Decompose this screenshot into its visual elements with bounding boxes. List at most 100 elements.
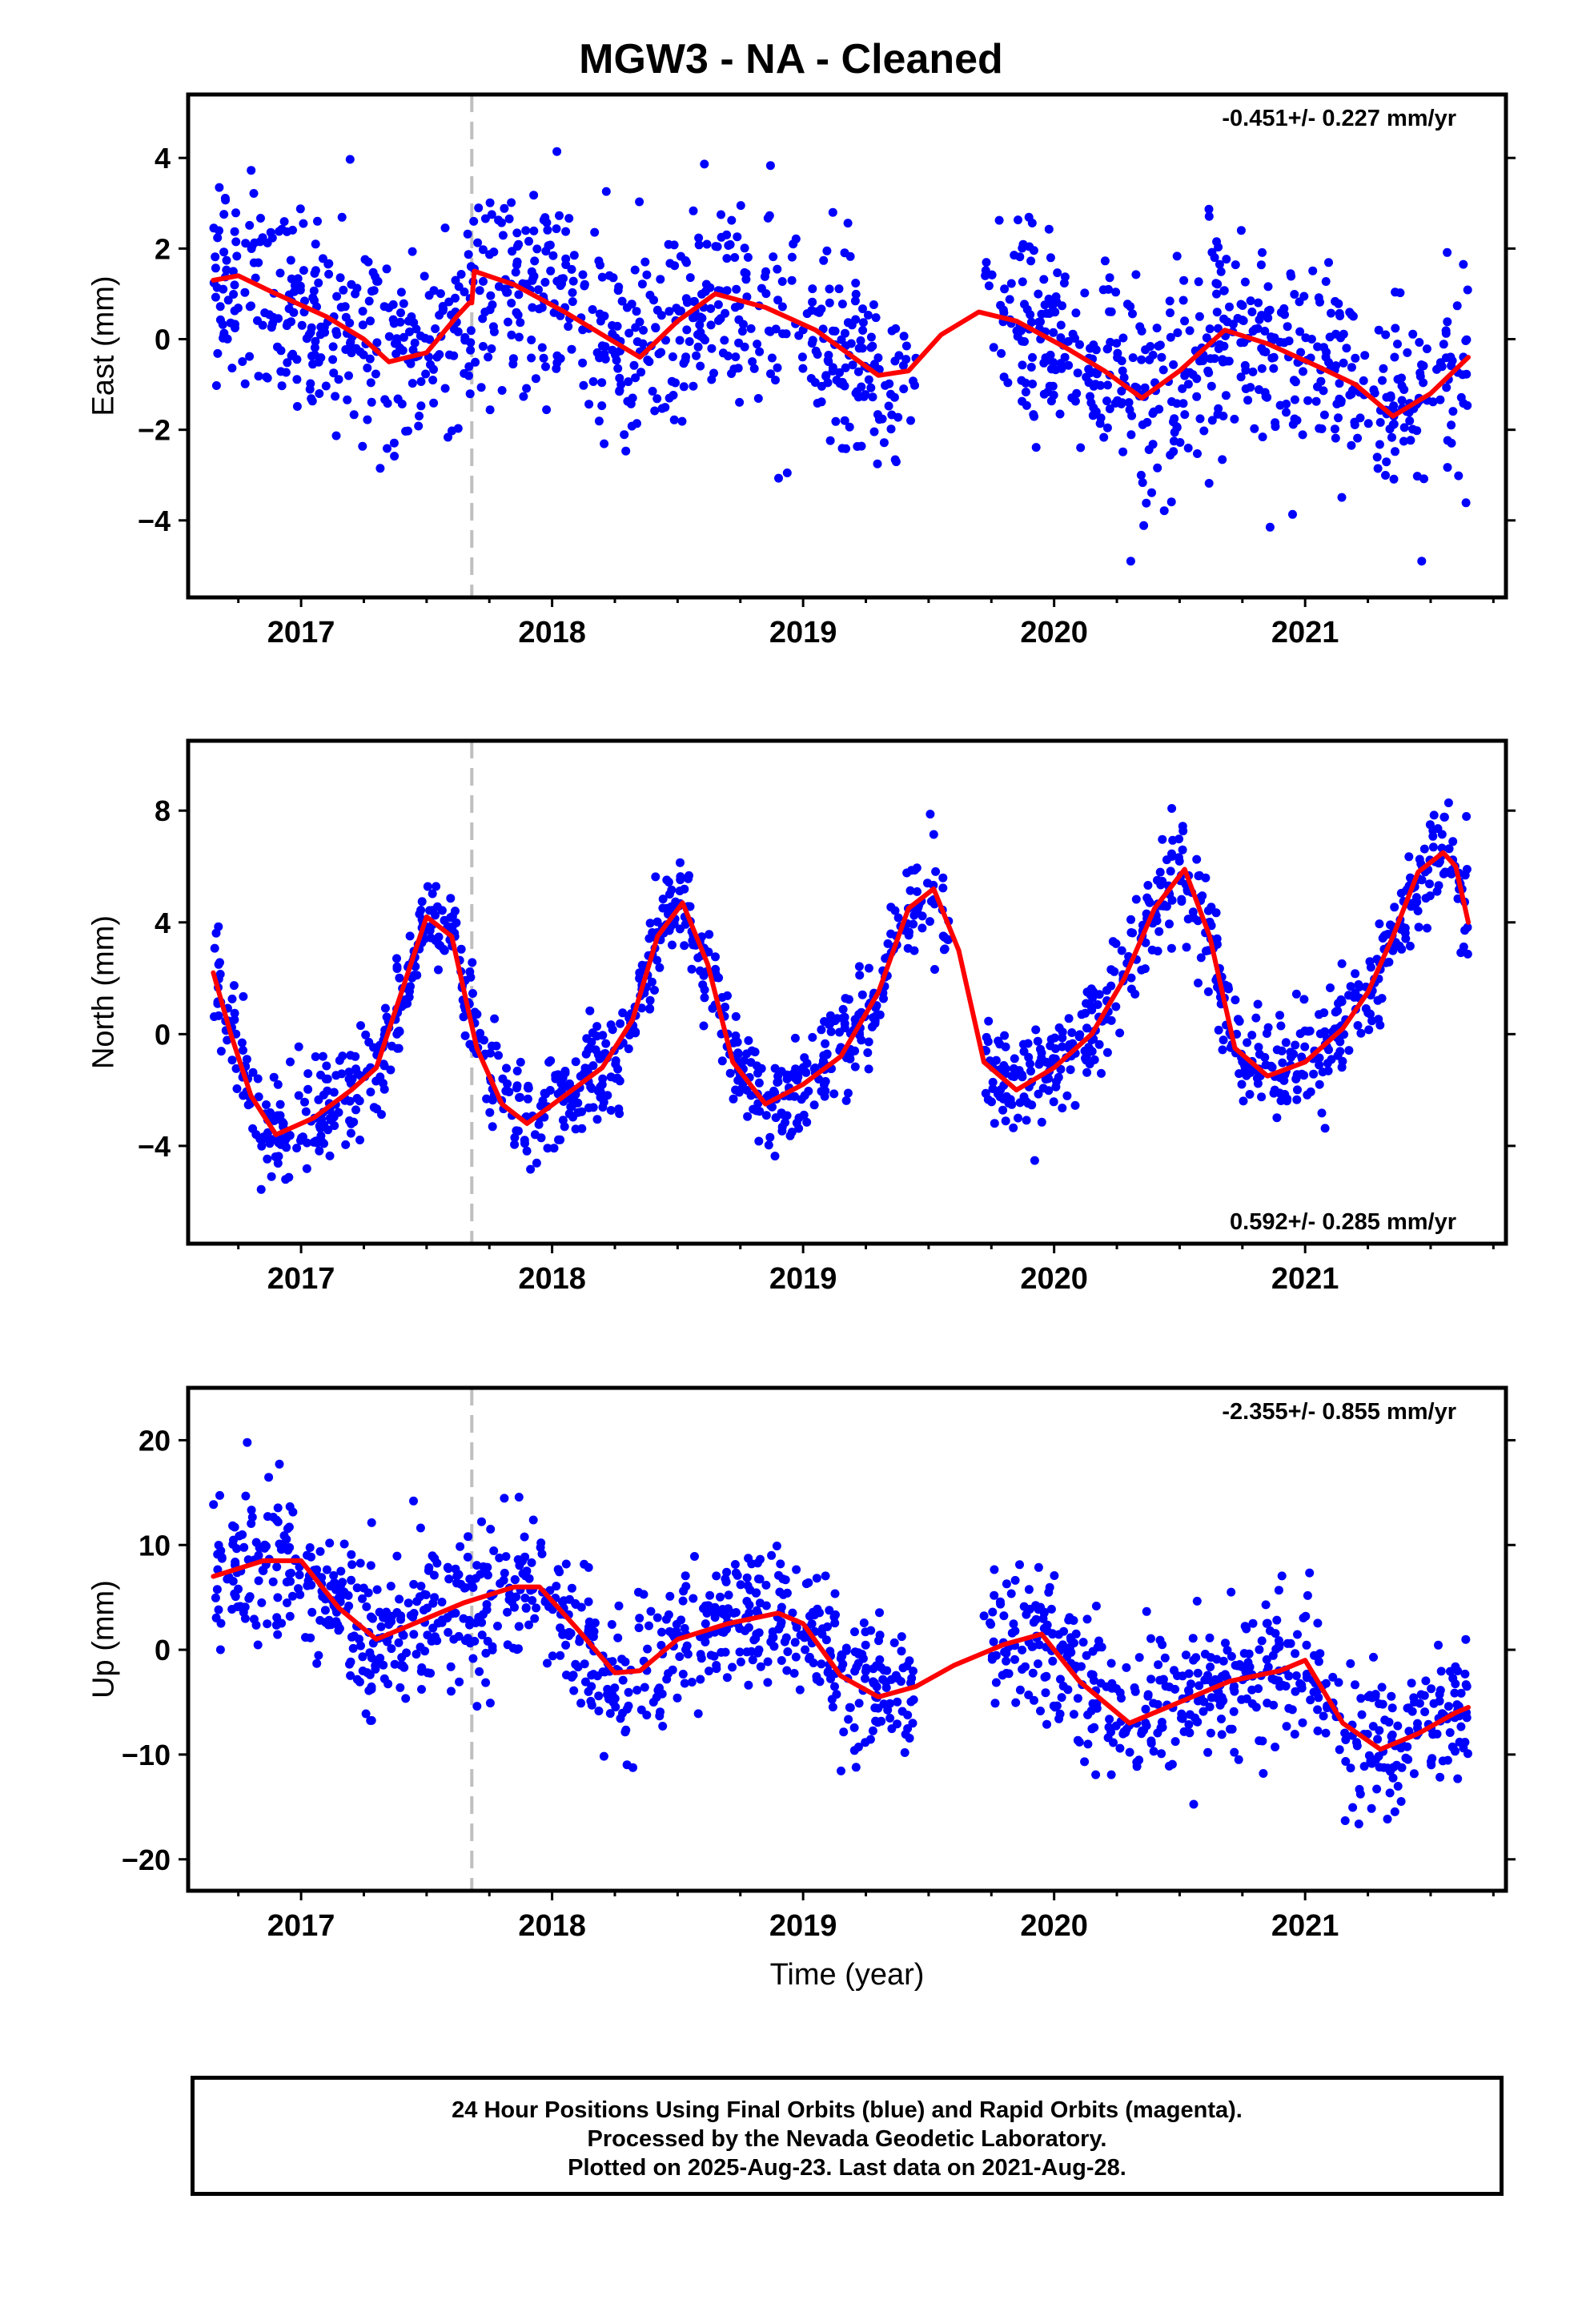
data-point bbox=[283, 1524, 292, 1534]
data-point bbox=[1214, 1025, 1223, 1035]
data-point bbox=[309, 286, 319, 296]
data-point bbox=[1075, 1030, 1085, 1039]
data-point bbox=[1283, 1094, 1292, 1104]
data-point bbox=[471, 357, 480, 367]
data-point bbox=[797, 352, 807, 362]
data-point bbox=[1002, 1579, 1011, 1589]
data-point bbox=[314, 1651, 323, 1660]
data-point bbox=[855, 971, 865, 980]
data-point bbox=[678, 1670, 688, 1679]
data-point bbox=[723, 991, 732, 1000]
data-point bbox=[512, 1066, 522, 1076]
data-point bbox=[417, 1685, 426, 1694]
data-point bbox=[596, 260, 604, 270]
data-point bbox=[1413, 907, 1423, 915]
data-point bbox=[1027, 1100, 1037, 1110]
data-point bbox=[514, 239, 524, 249]
data-point bbox=[1099, 432, 1109, 442]
data-point bbox=[755, 1107, 765, 1116]
data-point bbox=[1397, 396, 1407, 405]
data-point bbox=[501, 1552, 511, 1562]
data-point bbox=[1035, 1058, 1045, 1068]
data-point bbox=[514, 1493, 524, 1502]
data-point bbox=[857, 344, 867, 353]
data-point bbox=[1236, 300, 1246, 309]
data-point bbox=[1118, 398, 1126, 408]
data-point bbox=[765, 161, 775, 171]
data-point bbox=[729, 1608, 739, 1618]
data-point bbox=[679, 1586, 689, 1596]
data-point bbox=[347, 1575, 356, 1585]
data-point bbox=[322, 1565, 331, 1574]
data-point bbox=[1073, 1694, 1082, 1703]
data-point bbox=[466, 345, 476, 355]
data-point bbox=[512, 257, 522, 267]
data-point bbox=[850, 1015, 860, 1024]
data-point bbox=[1301, 1611, 1311, 1621]
data-point bbox=[1109, 1738, 1118, 1747]
data-point bbox=[987, 1097, 996, 1107]
data-point bbox=[488, 322, 498, 332]
data-point bbox=[1442, 383, 1452, 392]
data-point bbox=[1217, 1730, 1227, 1739]
data-point bbox=[991, 1055, 1001, 1065]
data-point bbox=[1257, 344, 1267, 353]
data-point bbox=[228, 1539, 238, 1549]
data-point bbox=[1018, 1645, 1027, 1655]
data-point bbox=[1339, 358, 1348, 368]
data-point bbox=[1058, 1033, 1067, 1043]
data-point bbox=[211, 1593, 220, 1602]
data-point bbox=[223, 1035, 232, 1045]
data-point bbox=[241, 1491, 251, 1501]
data-point bbox=[621, 446, 631, 456]
data-point bbox=[753, 1068, 762, 1078]
data-point bbox=[849, 1723, 859, 1732]
data-point bbox=[748, 357, 757, 367]
data-point bbox=[355, 1558, 365, 1568]
data-point bbox=[616, 1019, 625, 1028]
data-point bbox=[938, 873, 948, 883]
data-point bbox=[845, 251, 855, 261]
data-point bbox=[858, 304, 867, 314]
data-point bbox=[345, 1116, 354, 1125]
data-point bbox=[1131, 895, 1141, 904]
data-point bbox=[1082, 1614, 1092, 1624]
data-point bbox=[760, 271, 769, 281]
data-point bbox=[830, 1682, 839, 1691]
data-point bbox=[634, 1623, 644, 1633]
data-point bbox=[1291, 1687, 1300, 1696]
data-point bbox=[828, 326, 837, 336]
data-point bbox=[1155, 340, 1165, 350]
data-point bbox=[269, 1072, 279, 1082]
data-point bbox=[1282, 1722, 1291, 1731]
data-point bbox=[286, 1057, 295, 1067]
data-point bbox=[1373, 1735, 1383, 1744]
data-point bbox=[689, 381, 698, 391]
data-point bbox=[305, 384, 315, 394]
data-point bbox=[379, 1061, 389, 1071]
data-point bbox=[869, 427, 879, 436]
data-point bbox=[546, 266, 556, 275]
data-point bbox=[851, 315, 861, 324]
data-point bbox=[1005, 295, 1014, 304]
data-point bbox=[1096, 1679, 1106, 1688]
data-point bbox=[864, 963, 873, 973]
data-point bbox=[850, 1667, 860, 1676]
data-point bbox=[1125, 405, 1134, 415]
data-point bbox=[396, 308, 405, 318]
data-point bbox=[365, 354, 375, 364]
data-point bbox=[1146, 1675, 1156, 1684]
data-point bbox=[680, 1679, 689, 1688]
data-point bbox=[514, 1622, 524, 1631]
data-point bbox=[875, 1630, 885, 1640]
data-point bbox=[231, 1558, 240, 1566]
data-point bbox=[1011, 1698, 1021, 1707]
data-point bbox=[474, 1613, 484, 1622]
data-point bbox=[1389, 420, 1399, 429]
data-point bbox=[1177, 897, 1186, 906]
data-point bbox=[1199, 1707, 1208, 1716]
data-point bbox=[1194, 277, 1203, 287]
data-point bbox=[679, 382, 689, 392]
data-point bbox=[561, 254, 571, 263]
data-point bbox=[1360, 351, 1370, 360]
